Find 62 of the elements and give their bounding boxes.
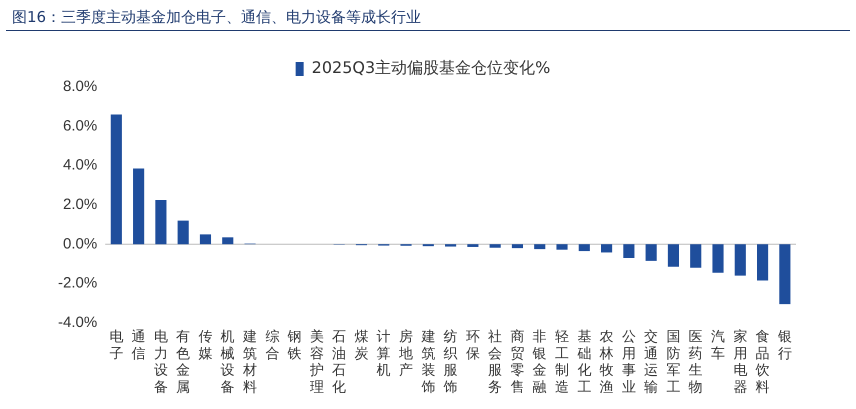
bar: [534, 244, 546, 250]
y-tick-label: 8.0%: [62, 78, 98, 96]
x-tick-label: 美容护理: [308, 328, 324, 394]
x-tick-label: 石油石化: [332, 328, 346, 394]
x-tick-label: 环保: [466, 328, 480, 361]
bar: [490, 244, 501, 248]
y-tick-label: 2.0%: [62, 196, 98, 214]
chart-title: 图16：三季度主动基金加仓电子、通信、电力设备等成长行业: [6, 4, 850, 31]
bar: [222, 237, 234, 244]
x-tick-label: 纺织服饰: [442, 328, 458, 394]
bar: [445, 244, 456, 247]
x-tick-label: 有色金属: [176, 328, 190, 394]
y-tick-label: 0.0%: [62, 235, 98, 252]
x-tick-label: 非银金融: [532, 328, 547, 394]
x-tick-label: 食品饮料: [754, 328, 770, 394]
bar: [556, 244, 568, 250]
bar: [200, 234, 212, 244]
bar: [601, 244, 612, 252]
x-tick-label: 房地产: [398, 328, 414, 378]
bar: [779, 244, 790, 304]
x-tick-label: 建筑材料: [242, 328, 258, 394]
bar: [646, 244, 657, 261]
x-tick-label: 建筑装饰: [420, 328, 436, 394]
bar: [133, 168, 144, 244]
x-tick-label: 银行: [776, 328, 792, 361]
x-tick-label: 公用事业: [622, 328, 636, 394]
bar: [110, 114, 122, 244]
bar: [512, 244, 524, 248]
y-tick-label: 4.0%: [62, 156, 98, 174]
bar: [178, 220, 189, 244]
bar: [712, 244, 724, 273]
y-tick-label: 6.0%: [62, 117, 98, 134]
x-tick-label: 电子: [109, 328, 124, 361]
x-tick-label: 钢铁: [286, 328, 302, 361]
x-tick-label: 家用电器: [733, 328, 748, 394]
bar: [734, 244, 746, 276]
x-tick-label: 商贸零售: [510, 328, 524, 394]
bar: [623, 244, 634, 258]
legend-label: 2025Q3主动偏股基金仓位变化%: [312, 58, 550, 78]
bar: [467, 244, 478, 247]
x-tick-label: 机械设备: [220, 328, 235, 394]
x-tick-label: 医药生物: [688, 328, 703, 394]
bar: [668, 244, 680, 267]
x-tick-label: 计算机: [376, 328, 391, 378]
x-tick-label: 通信: [132, 328, 146, 361]
x-tick-label: 基础化工: [576, 328, 592, 394]
bar: [690, 244, 702, 268]
x-tick-label: 煤炭: [354, 328, 368, 361]
y-tick-label: -2.0%: [58, 274, 98, 292]
x-tick-label: 国防军工: [666, 328, 680, 394]
bar: [155, 200, 166, 244]
x-tick-label: 交通运输: [644, 328, 658, 394]
y-tick-label: -4.0%: [58, 314, 98, 331]
x-tick-label: 传媒: [198, 328, 212, 361]
x-tick-label: 综合: [265, 328, 280, 361]
bar: [578, 244, 590, 252]
x-tick-label: 轻工制造: [555, 328, 570, 394]
x-tick-label: 汽车: [711, 328, 726, 361]
x-tick-label: 电力设备: [154, 328, 168, 394]
x-tick-label: 社会服务: [488, 328, 502, 394]
x-tick-label: 农林牧渔: [598, 328, 614, 394]
bar: [757, 244, 768, 281]
